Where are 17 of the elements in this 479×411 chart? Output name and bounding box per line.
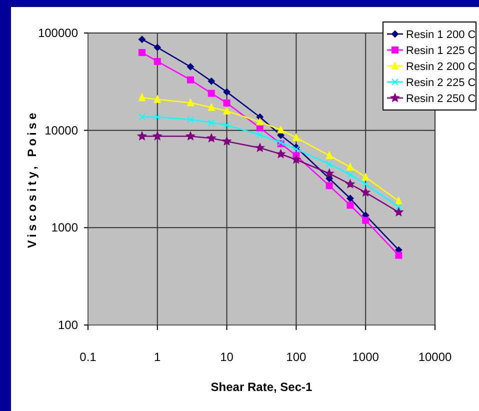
x-tick-label: 1 [154,350,162,364]
x-tick-label: 0.1 [80,350,97,364]
legend-label: Resin 2 200 C [406,61,476,73]
x-tick-label: 10000 [418,350,452,364]
y-tick-label: 100000 [38,26,78,40]
legend-label: Resin 1 200 C [406,29,476,41]
legend-label: Resin 1 225 C [406,45,476,57]
x-tick-label: 1000 [352,350,380,364]
x-tick-label: 100 [286,350,307,364]
y-axis-title: Viscosity, Poise [25,110,39,248]
legend-label: Resin 2 225 C [406,77,476,89]
legend-label: Resin 2 250 C [406,93,476,105]
y-tick-label: 100 [58,318,78,332]
y-tick-label: 10000 [44,123,78,138]
x-tick-label: 10 [220,350,234,364]
x-axis-title: Shear Rate, Sec-1 [210,380,313,394]
y-tick-label: 1000 [51,220,78,235]
